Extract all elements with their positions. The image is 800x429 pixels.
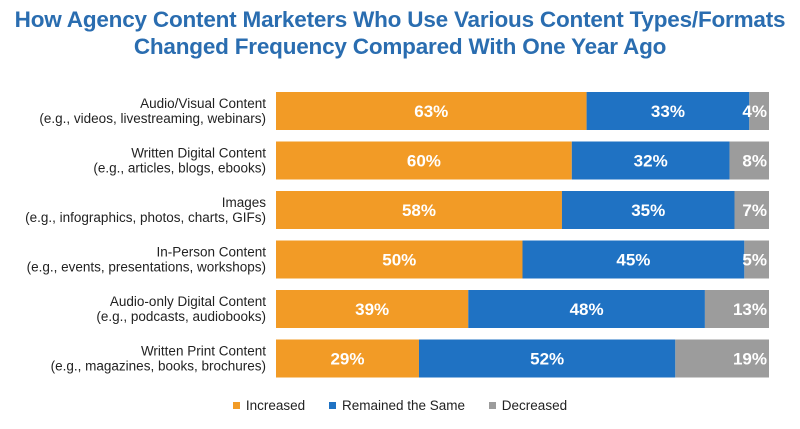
legend-item-remained: Remained the Same [328, 398, 466, 413]
bar-remained-0 [586, 92, 750, 130]
bar-remained-4 [468, 290, 705, 328]
bar-label-decreased-4: 13% [733, 300, 767, 319]
category-label-1: Written Digital Content [131, 146, 266, 161]
legend-item-increased: Increased [232, 398, 306, 413]
category-examples-5: (e.g., magazines, books, brochures) [51, 359, 266, 374]
bar-label-increased-0: 63% [414, 102, 448, 121]
bar-label-decreased-3: 5% [742, 251, 767, 270]
bar-increased-4 [276, 290, 469, 328]
bar-label-decreased-5: 19% [733, 350, 767, 369]
bar-label-decreased-1: 8% [742, 152, 767, 171]
bar-remained-3 [522, 240, 745, 279]
category-label-2: Images [222, 195, 267, 210]
category-examples-1: (e.g., articles, blogs, ebooks) [93, 161, 266, 176]
legend-label-remained: Remained the Same [341, 398, 466, 413]
bar-increased-3 [276, 240, 523, 279]
category-examples-2: (e.g., infographics, photos, charts, GIF… [25, 210, 266, 225]
bar-label-increased-1: 60% [407, 152, 441, 171]
bar-remained-1 [571, 141, 730, 180]
legend-label-increased: Increased [245, 398, 306, 413]
chart-title: How Agency Content Marketers Who Use Var… [0, 6, 800, 60]
bar-label-remained-0: 33% [651, 102, 685, 121]
bar-decreased-5 [675, 339, 769, 378]
bar-label-remained-3: 45% [616, 251, 650, 270]
bar-label-increased-5: 29% [330, 350, 364, 369]
bar-increased-1 [276, 141, 572, 180]
bar-label-remained-2: 35% [631, 201, 665, 220]
legend-label-decreased: Decreased [501, 398, 568, 413]
bar-label-increased-3: 50% [382, 251, 416, 270]
legend-item-decreased: Decreased [488, 398, 568, 413]
category-examples-3: (e.g., events, presentations, workshops) [27, 260, 266, 275]
chart-title-line-1: How Agency Content Marketers Who Use Var… [14, 7, 786, 32]
bar-label-decreased-0: 4% [742, 102, 767, 121]
category-examples-4: (e.g., podcasts, audiobooks) [96, 309, 266, 324]
legend-swatch-increased [232, 401, 240, 409]
bar-remained-5 [418, 339, 676, 378]
bar-decreased-2 [734, 191, 769, 229]
bar-increased-5 [276, 339, 419, 378]
chart-legend: Increased Remained the Same Decreased [0, 398, 800, 413]
bar-decreased-0 [749, 92, 769, 130]
bar-label-remained-5: 52% [530, 350, 564, 369]
bar-label-decreased-2: 7% [742, 201, 767, 220]
bar-decreased-3 [744, 240, 769, 279]
category-label-3: In-Person Content [156, 245, 266, 260]
bar-label-increased-2: 58% [402, 201, 436, 220]
bar-decreased-1 [729, 141, 769, 180]
category-examples-0: (e.g., videos, livestreaming, webinars) [39, 111, 266, 126]
legend-swatch-decreased [488, 401, 496, 409]
bar-decreased-4 [704, 290, 769, 328]
bar-label-increased-4: 39% [355, 300, 389, 319]
bar-label-remained-4: 48% [570, 300, 604, 319]
legend-swatch-remained [328, 401, 336, 409]
bar-label-remained-1: 32% [634, 152, 668, 171]
bar-increased-0 [276, 92, 587, 130]
chart-title-line-2: Changed Frequency Compared With One Year… [133, 34, 667, 59]
category-label-5: Written Print Content [141, 344, 266, 359]
bar-increased-2 [276, 191, 562, 229]
bar-remained-2 [561, 191, 735, 229]
category-label-0: Audio/Visual Content [140, 96, 266, 111]
category-label-4: Audio-only Digital Content [110, 294, 266, 309]
